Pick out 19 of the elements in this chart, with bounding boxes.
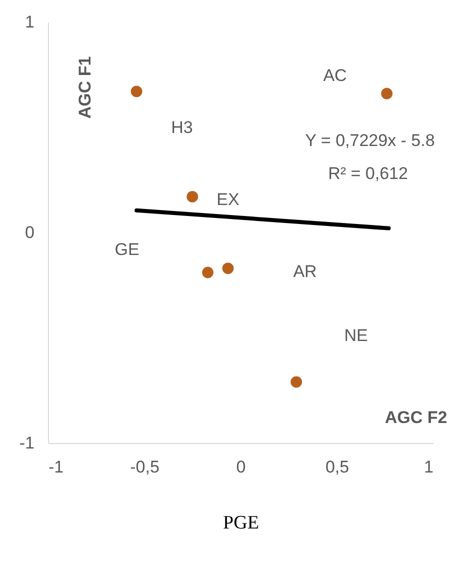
annotation: AGC F2	[384, 408, 448, 427]
y-tick-label: 0	[25, 223, 34, 242]
x-tick-label: 0,5	[325, 458, 350, 476]
annotation: EX	[216, 190, 240, 209]
annotation: GE	[114, 240, 140, 259]
annotation: NE	[344, 326, 368, 345]
annotation: AR	[293, 262, 317, 281]
annotation: H3	[171, 118, 193, 137]
y-tick-label: 1	[25, 12, 34, 32]
annotation: Y = 0,7229x - 5.8	[305, 131, 435, 150]
annotation: AC	[323, 66, 347, 85]
annotation: R² = 0,612	[328, 164, 408, 183]
x-tick-label: -1	[48, 458, 64, 476]
x-tick-label: 0	[236, 458, 246, 476]
x-tick-label: 1	[424, 458, 434, 476]
x-tick-label: -0,5	[130, 458, 160, 476]
x-axis-title: PGE	[223, 512, 259, 534]
y-axis-title: AGC F1	[76, 56, 94, 119]
y-tick-label: -1	[19, 434, 34, 452]
